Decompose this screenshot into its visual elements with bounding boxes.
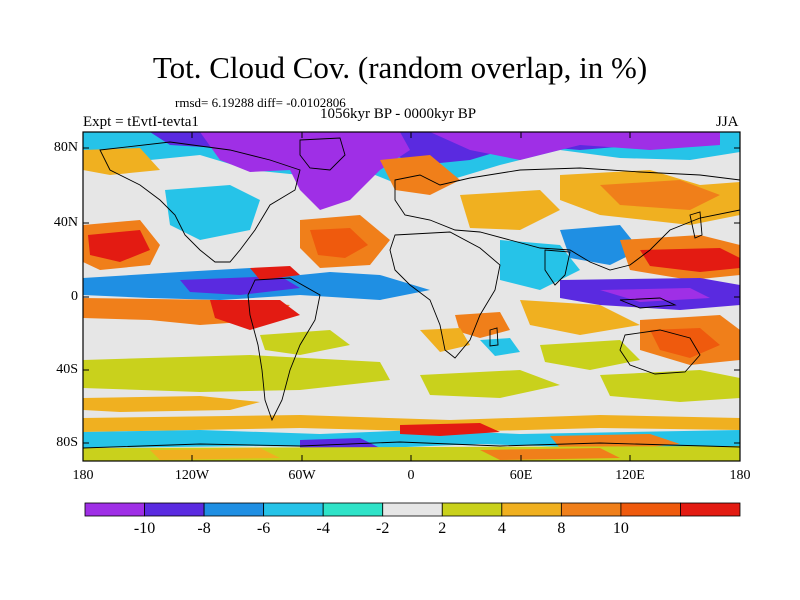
x-tick-label: 180	[72, 468, 94, 483]
colorbar-tick-label: -4	[316, 520, 330, 537]
colorbar-box	[620, 502, 681, 517]
colorbar-tick-label: -8	[197, 520, 211, 537]
y-tick-label: 0	[71, 289, 78, 304]
y-tick-label: 80N	[53, 140, 78, 155]
colorbar-box	[144, 502, 205, 517]
colorbar-tick-label: -6	[256, 520, 271, 537]
x-tick-label: 180	[729, 468, 751, 483]
colorbar-box	[501, 502, 562, 517]
colorbar-box	[322, 502, 384, 517]
colorbar-box	[382, 502, 443, 517]
chart-title: Tot. Cloud Cov. (random overlap, in %)	[152, 50, 648, 85]
colorbar-tick-label: -10	[133, 520, 156, 537]
colorbar-box	[263, 502, 324, 517]
colorbar-tick-label: 8	[557, 520, 566, 537]
colorbar-tick-label: 10	[612, 520, 629, 537]
y-tick-label: 40N	[53, 215, 78, 230]
tick-marks	[83, 132, 740, 461]
field-layer	[83, 132, 740, 461]
colorbar-tick-label: 2	[438, 520, 447, 537]
season-label: JJA	[716, 114, 739, 130]
colorbar-box	[680, 502, 741, 517]
y-tick-label: 80S	[56, 435, 78, 450]
x-tick-label: 120E	[615, 468, 645, 483]
colorbar	[84, 502, 741, 517]
colorbar-box	[203, 502, 265, 517]
stats-subtitle: rmsd= 6.19288 diff= -0.0102806	[175, 95, 346, 110]
colorbar-box	[560, 502, 622, 517]
period-subtitle: 1056kyr BP - 0000kyr BP	[320, 106, 477, 122]
x-tick-label: 60W	[288, 468, 316, 483]
colorbar-box	[84, 502, 145, 517]
x-tick-label: 0	[407, 468, 415, 483]
colorbar-box	[441, 502, 503, 517]
x-tick-label: 120W	[174, 468, 210, 483]
experiment-label: Expt = tEvtI-tevta1	[83, 114, 199, 130]
x-tick-label: 60E	[509, 468, 533, 483]
coastlines	[83, 137, 740, 449]
y-tick-label: 40S	[56, 362, 78, 377]
colorbar-tick-label: 4	[497, 520, 506, 537]
colorbar-tick-label: -2	[376, 520, 390, 537]
